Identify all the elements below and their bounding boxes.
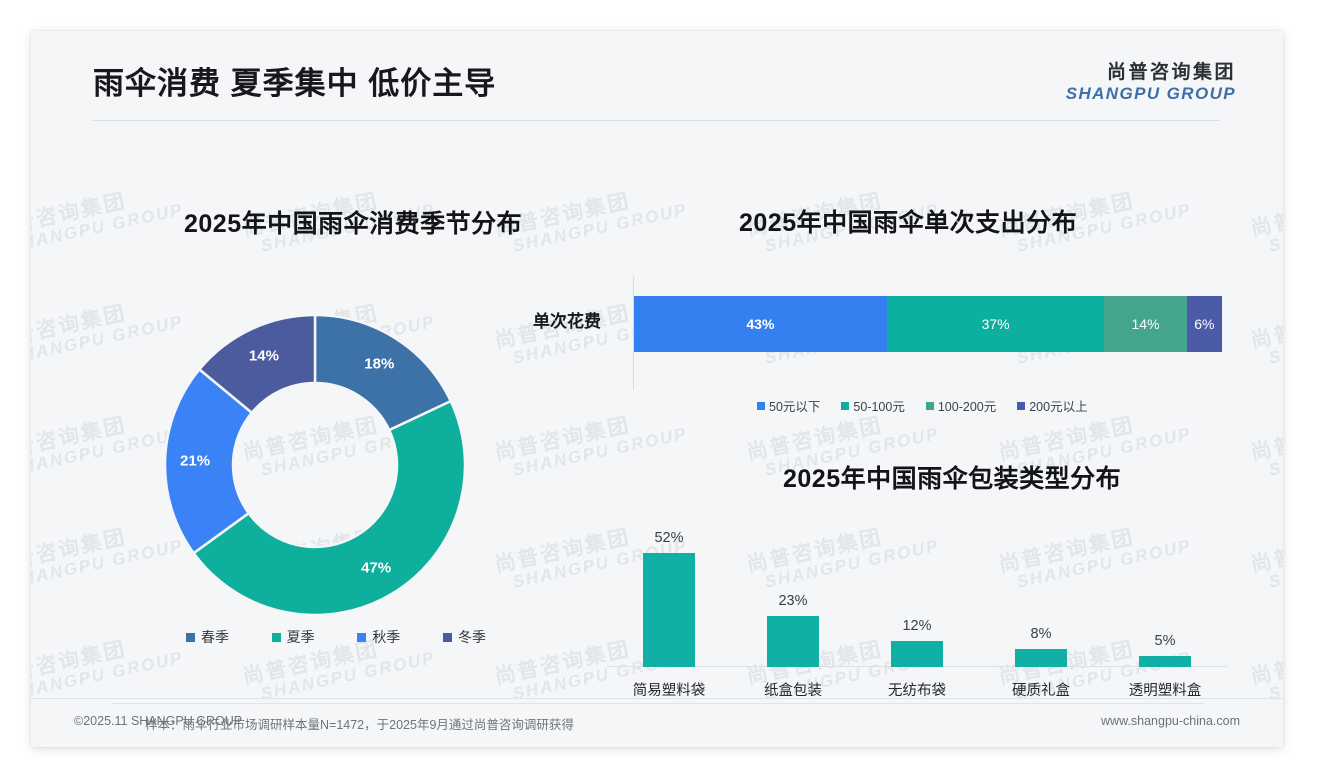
donut-slice-value: 18% xyxy=(364,355,395,373)
legend-label: 夏季 xyxy=(286,629,315,645)
footnote-divider xyxy=(112,703,1204,704)
stacked-bar-segment[interactable]: 6% xyxy=(1186,296,1222,352)
brand-name-en: SHANGPU GROUP xyxy=(1065,83,1236,103)
legend-item[interactable]: 50元以下 xyxy=(757,396,820,415)
bar-value-label: 8% xyxy=(1030,626,1052,643)
legend-swatch-icon xyxy=(925,401,934,410)
stacked-chart-legend: 50元以下 50-100元 100-200元 200元以上 xyxy=(757,396,1088,415)
bar-category-label: 透明塑料盒 xyxy=(1128,683,1202,699)
legend-swatch-icon xyxy=(186,632,195,642)
bar-value-label: 12% xyxy=(902,617,932,634)
footer: ©2025.11 SHANGPU GROUP www.shangpu-china… xyxy=(31,698,1283,747)
legend-label: 50元以下 xyxy=(769,400,821,414)
brand-name-cn: 尚普咨询集团 xyxy=(1106,62,1236,83)
stacked-bar: 43% 37% 14% 6% xyxy=(634,296,1222,352)
season-donut-chart: 18% 47% 21% 14% xyxy=(153,303,477,627)
brand-logo: 尚普咨询集团 SHANGPU GROUP xyxy=(1066,62,1236,103)
bar-category-label: 简易塑料袋 xyxy=(632,683,706,699)
legend-item[interactable]: 夏季 xyxy=(271,627,315,647)
stacked-bar-segment[interactable]: 14% xyxy=(1104,296,1187,352)
legend-label: 200元以上 xyxy=(1029,400,1088,414)
legend-item[interactable]: 200元以上 xyxy=(1017,396,1088,415)
legend-item[interactable]: 秋季 xyxy=(357,627,400,647)
stacked-bar-segment[interactable]: 37% xyxy=(886,296,1105,352)
donut-slice[interactable] xyxy=(191,399,467,617)
legend-swatch-icon xyxy=(442,632,452,642)
bar-rect[interactable] xyxy=(643,552,695,667)
donut-slice-value: 47% xyxy=(361,559,392,577)
bar-category-label: 硬质礼盒 xyxy=(1012,683,1070,699)
bar-value-label: 5% xyxy=(1154,633,1176,649)
stacked-axis-line xyxy=(633,276,634,390)
stacked-bar-segment[interactable]: 43% xyxy=(634,296,887,352)
legend-item[interactable]: 冬季 xyxy=(442,627,486,647)
bar-chart-title: 2025年中国雨伞包装类型分布 xyxy=(783,465,1122,493)
footer-website: www.shangpu-china.com xyxy=(1101,714,1240,728)
bar-rect[interactable] xyxy=(1015,649,1067,667)
bar-value-label: 23% xyxy=(778,593,808,610)
bar-category-label: 无纺布袋 xyxy=(888,683,946,699)
bar-rect[interactable] xyxy=(1139,656,1191,667)
legend-swatch-icon xyxy=(1017,401,1026,410)
legend-label: 春季 xyxy=(201,629,229,645)
stacked-chart-title: 2025年中国雨伞单次支出分布 xyxy=(739,209,1078,237)
donut-slice-value: 14% xyxy=(248,347,279,365)
donut-slice[interactable] xyxy=(163,367,254,555)
bar-category-label: 纸盒包装 xyxy=(764,683,822,699)
header: 雨伞消费 夏季集中 低价主导 尚普咨询集团 SHANGPU GROUP xyxy=(31,31,1283,121)
donut-slice[interactable] xyxy=(197,313,317,415)
legend-item[interactable]: 春季 xyxy=(186,627,229,647)
bar-value-label: 52% xyxy=(654,529,684,546)
header-divider xyxy=(93,120,1220,121)
stacked-category-label: 单次花费 xyxy=(533,312,601,331)
bar-rect[interactable] xyxy=(891,640,943,667)
bar-rect[interactable] xyxy=(767,616,819,667)
donut-chart-title: 2025年中国雨伞消费季节分布 xyxy=(184,210,523,238)
legend-swatch-icon xyxy=(757,401,765,410)
legend-label: 100-200元 xyxy=(937,400,997,414)
legend-item[interactable]: 50-100元 xyxy=(841,396,905,415)
page-title: 雨伞消费 夏季集中 低价主导 xyxy=(93,66,497,101)
legend-swatch-icon xyxy=(271,632,281,642)
legend-swatch-icon xyxy=(357,632,367,642)
legend-label: 冬季 xyxy=(457,629,486,645)
legend-swatch-icon xyxy=(841,401,850,410)
season-donut-legend: 春季 夏季 秋季 冬季 xyxy=(186,625,486,649)
legend-label: 50-100元 xyxy=(853,400,905,414)
infographic-card: 尚普咨询集团 SHANGPU GROUP 尚普咨询集团 SHANGPU GROUP 尚普… xyxy=(31,31,1283,747)
footer-copyright: ©2025.11 SHANGPU GROUP xyxy=(74,714,243,728)
donut-slice-value: 21% xyxy=(180,452,211,470)
legend-label: 秋季 xyxy=(372,629,401,645)
legend-item[interactable]: 100-200元 xyxy=(925,396,997,415)
footnote-text: 样本：雨伞行业市场调研样本量N=1472，于2025年9月通过尚普咨询调研获得 xyxy=(145,718,574,732)
packaging-bar-chart: 52% 简易塑料袋 23% 纸盒包装 12% 无纺布袋 8% 硬质礼盒 5% 透明塑料盒 xyxy=(607,501,1227,706)
